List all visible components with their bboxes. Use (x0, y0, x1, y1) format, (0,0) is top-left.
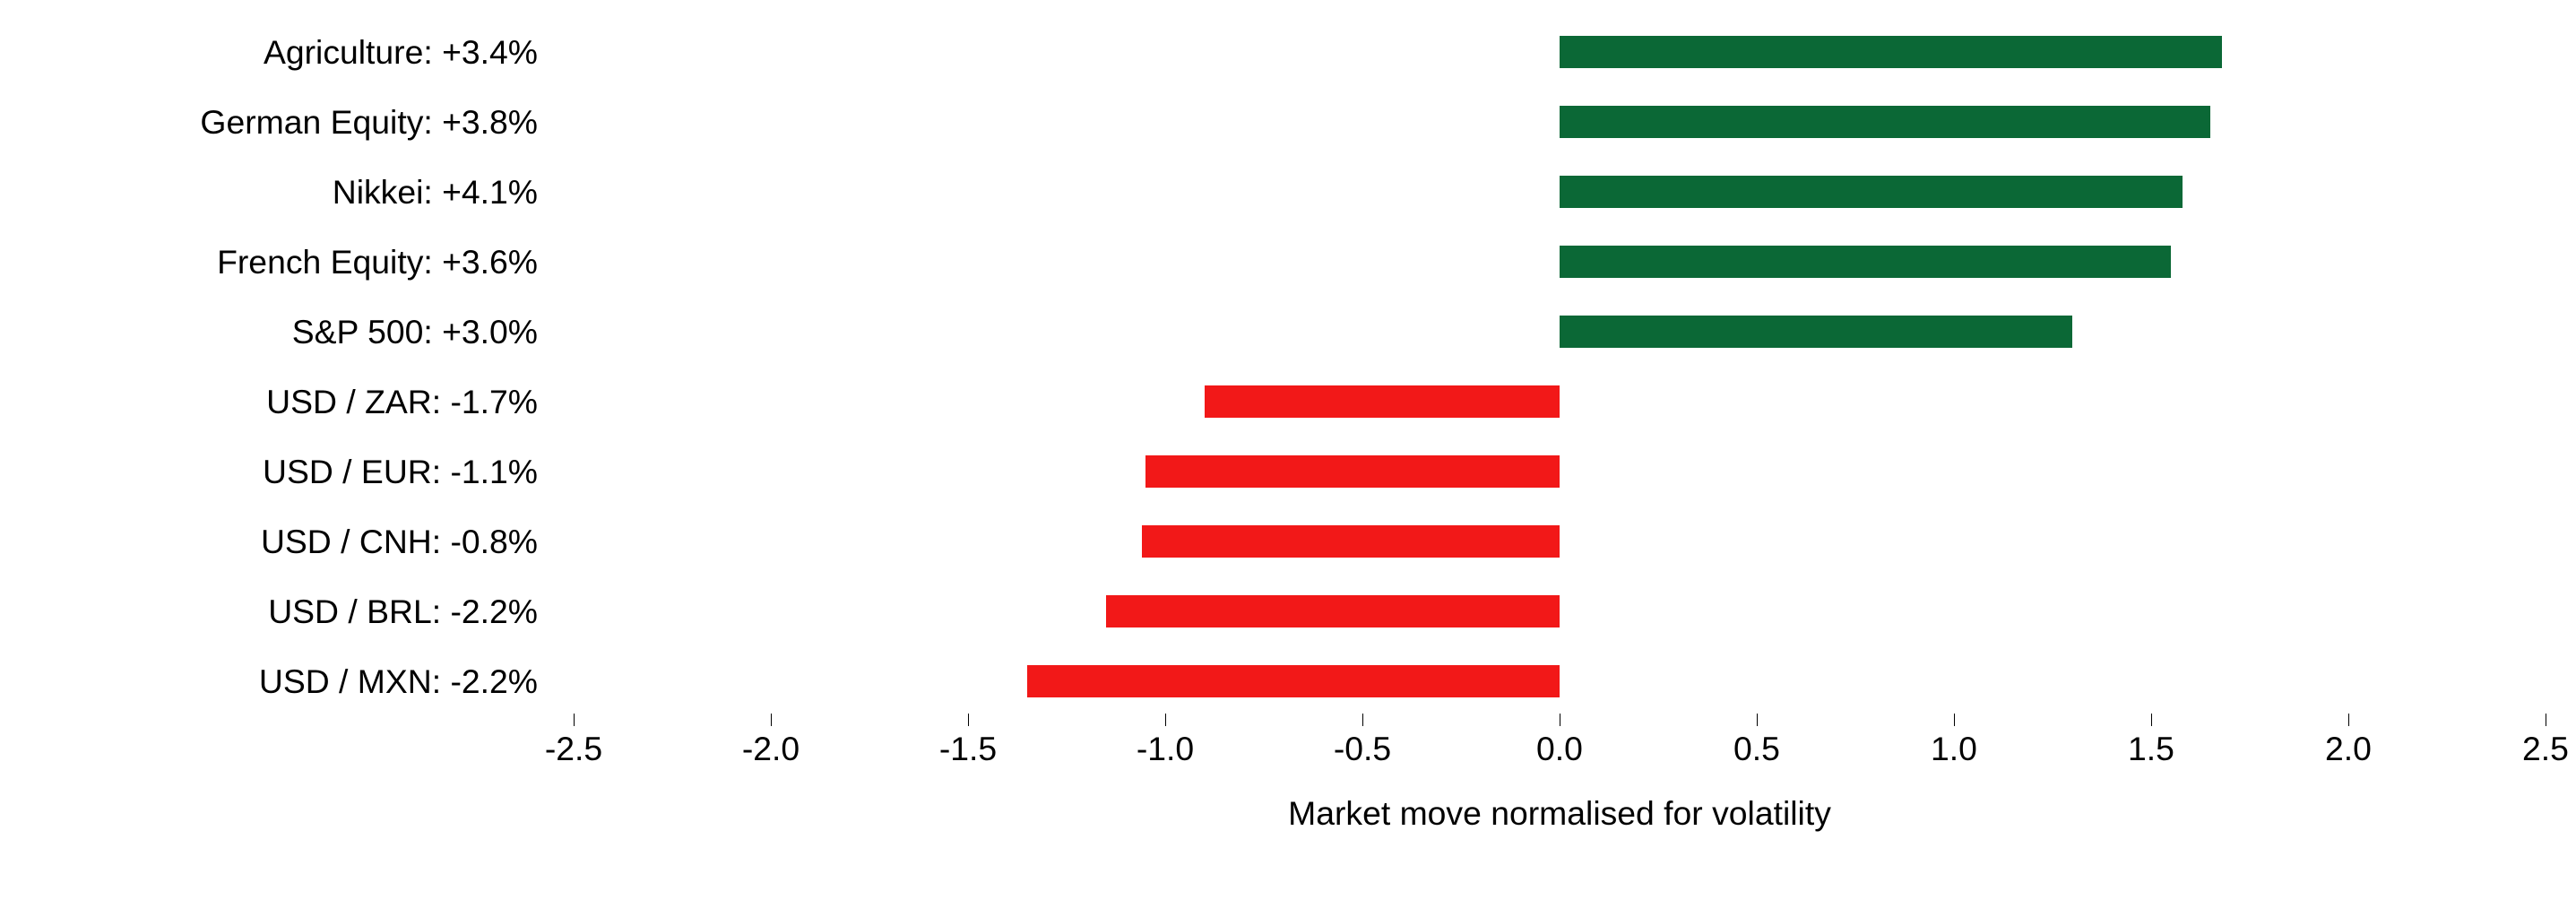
x-tick-label: -1.5 (939, 730, 997, 768)
bar-row (1106, 595, 1560, 627)
row-label: Nikkei: +4.1% (333, 173, 538, 212)
x-tick (2348, 714, 2349, 726)
x-tick-label: 0.0 (1536, 730, 1583, 768)
x-tick-label: -2.5 (545, 730, 602, 768)
row-label: USD / MXN: -2.2% (259, 662, 538, 701)
bar-row (1142, 525, 1560, 558)
bar-row (1560, 176, 2183, 208)
bar-row (1027, 665, 1560, 697)
row-label: German Equity: +3.8% (200, 103, 538, 142)
row-label: French Equity: +3.6% (217, 243, 538, 281)
x-tick (968, 714, 969, 726)
bar-row (1560, 36, 2222, 68)
x-tick-label: -1.0 (1137, 730, 1194, 768)
x-tick-label: 0.5 (1733, 730, 1780, 768)
bar-row (1560, 316, 2072, 348)
row-label: USD / CNH: -0.8% (261, 523, 538, 561)
x-tick-label: 2.5 (2522, 730, 2569, 768)
x-tick (2151, 714, 2152, 726)
x-tick-label: 1.0 (1931, 730, 1977, 768)
bar-row (1145, 455, 1560, 488)
row-label: USD / EUR: -1.1% (263, 453, 538, 491)
row-label: S&P 500: +3.0% (292, 313, 538, 351)
bar-row (1205, 385, 1560, 418)
row-label: USD / BRL: -2.2% (268, 593, 538, 631)
x-tick (1362, 714, 1363, 726)
row-label: USD / ZAR: -1.7% (266, 383, 538, 421)
x-tick-label: 2.0 (2325, 730, 2372, 768)
x-tick-label: 1.5 (2128, 730, 2174, 768)
x-tick (1757, 714, 1758, 726)
row-label: Agriculture: +3.4% (264, 33, 538, 72)
x-tick (771, 714, 772, 726)
x-axis-title: Market move normalised for volatility (1288, 794, 1831, 833)
bar-row (1560, 106, 2210, 138)
x-tick-label: -0.5 (1334, 730, 1391, 768)
x-tick (1165, 714, 1166, 726)
x-tick (1954, 714, 1955, 726)
x-tick (574, 714, 575, 726)
x-tick-label: -2.0 (742, 730, 800, 768)
bar-row (1560, 246, 2171, 278)
volatility-bar-chart: Agriculture: +3.4% German Equity: +3.8% Ni… (0, 0, 2576, 900)
